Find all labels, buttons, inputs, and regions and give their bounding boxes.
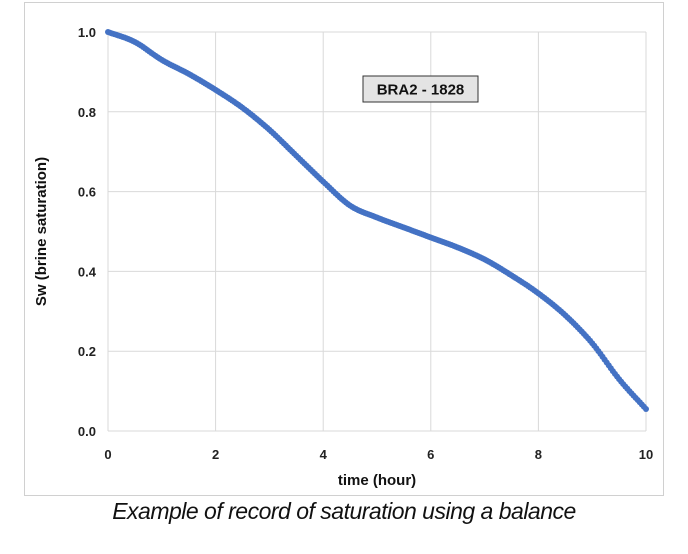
y-tick-label: 0.6 [78,185,96,200]
annotation-box: BRA2 - 1828 [362,75,479,103]
x-axis-label: time (hour) [338,472,416,489]
y-axis-label: Sw (brine saturation) [33,157,50,306]
tick-labels: 0.0 0.2 0.4 0.6 0.8 1.0 0 2 4 6 8 10 [78,25,653,462]
x-tick-label: 0 [104,447,111,462]
x-tick-label: 4 [320,447,328,462]
x-tick-label: 6 [427,447,434,462]
data-point [643,406,649,413]
y-tick-label: 0.2 [78,344,96,359]
figure-caption: Example of record of saturation using a … [112,498,576,524]
annotation-label: BRA2 - 1828 [377,82,465,99]
y-tick-label: 0.4 [78,264,97,279]
series-markers [105,29,649,413]
plot-area [105,29,649,413]
y-tick-label: 0.0 [78,424,96,439]
grid [107,31,647,432]
y-tick-label: 1.0 [78,25,96,40]
y-tick-label: 0.8 [78,105,96,120]
x-tick-label: 2 [212,447,219,462]
chart-frame: 0.0 0.2 0.4 0.6 0.8 1.0 0 2 4 6 8 10 time (hour) Sw… [24,2,664,496]
annotation-background [362,75,479,103]
chart-svg: 0.0 0.2 0.4 0.6 0.8 1.0 0 2 4 6 8 10 time (hour) Sw… [33,25,653,489]
x-tick-label: 10 [639,447,653,462]
x-tick-label: 8 [535,447,542,462]
